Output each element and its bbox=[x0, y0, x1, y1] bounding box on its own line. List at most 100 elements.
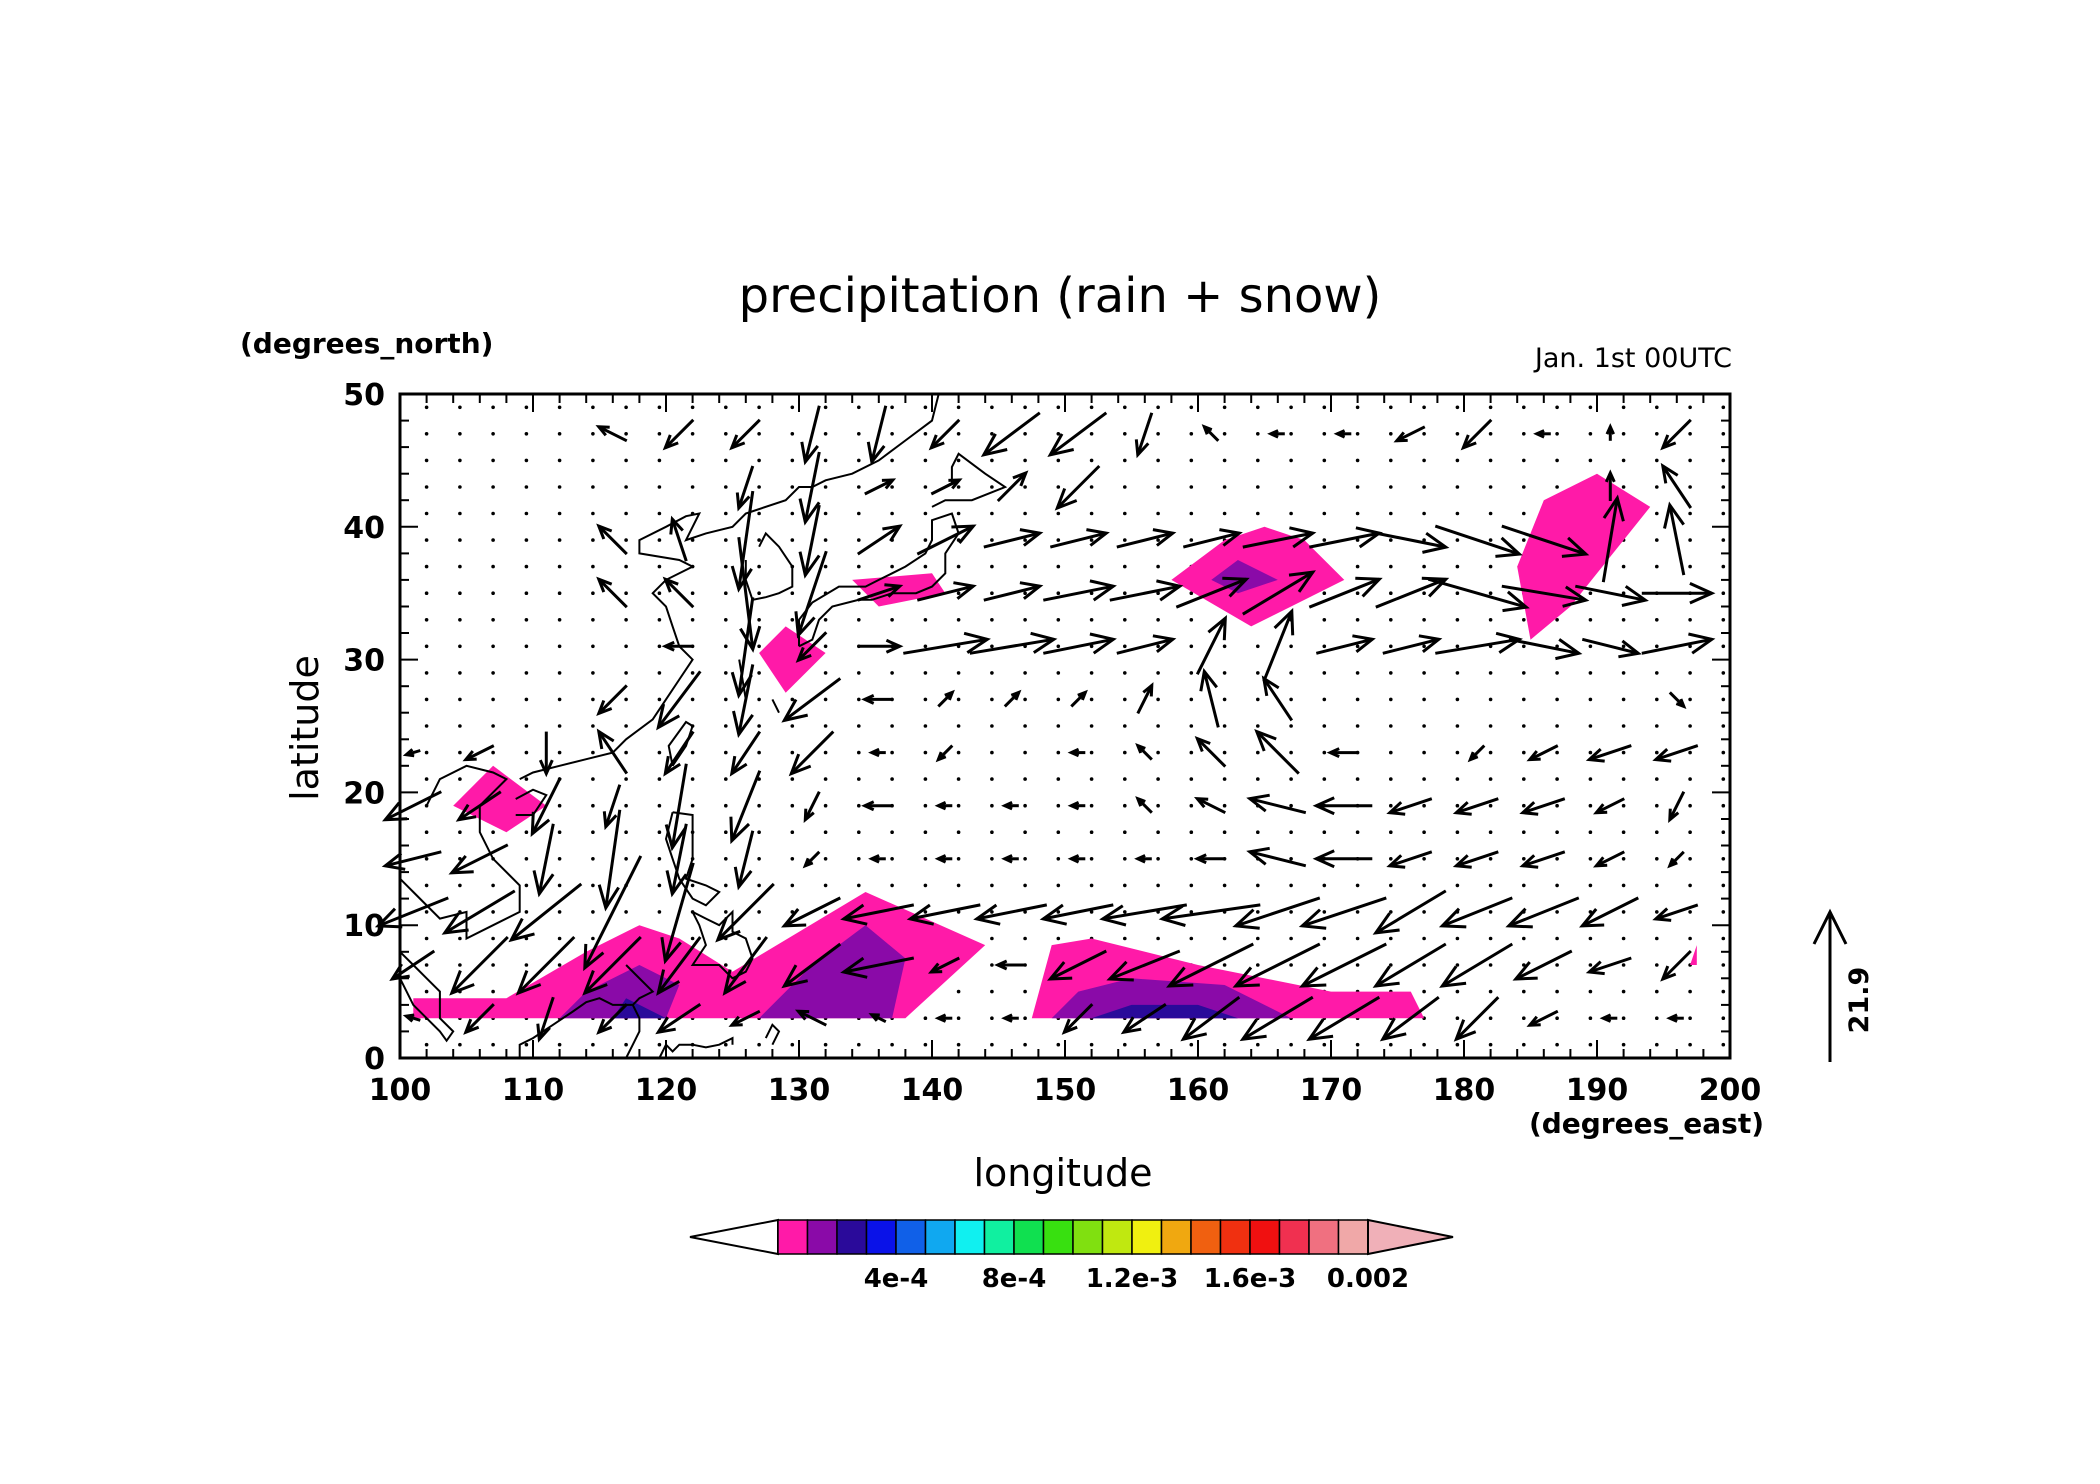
wind-arrow-head bbox=[1039, 903, 1068, 926]
grid-dot bbox=[591, 1042, 595, 1047]
wind-arrow bbox=[1372, 942, 1447, 988]
wind-arrow-shaft bbox=[737, 490, 755, 590]
grid-dot bbox=[1089, 591, 1094, 595]
wind-arrow-shaft bbox=[1441, 942, 1514, 988]
grid-dot bbox=[1156, 750, 1160, 755]
wind-arrow bbox=[602, 784, 622, 831]
grid-dot bbox=[1488, 910, 1493, 914]
wind-arrow-shaft bbox=[1255, 730, 1300, 775]
grid-dot bbox=[1023, 1042, 1027, 1047]
grid-dot bbox=[1189, 458, 1194, 463]
grid-dot bbox=[1688, 458, 1692, 463]
wind-arrow-shaft bbox=[1043, 637, 1114, 655]
wind-arrow bbox=[596, 576, 628, 609]
grid-dot bbox=[1389, 538, 1393, 542]
grid-dot bbox=[1123, 511, 1127, 516]
wind-arrow-head bbox=[861, 694, 875, 705]
wind-arrow-shaft bbox=[1382, 637, 1440, 655]
grid-dot bbox=[1422, 936, 1426, 941]
grid-dot bbox=[857, 750, 861, 755]
grid-dot bbox=[1056, 750, 1061, 755]
grid-dot bbox=[1422, 750, 1426, 755]
grid-dot bbox=[1222, 750, 1227, 755]
wind-arrow-head bbox=[1180, 1017, 1208, 1042]
wind-arrow-shaft bbox=[583, 855, 643, 969]
grid-dot bbox=[1588, 432, 1593, 436]
grid-dot bbox=[1322, 458, 1327, 463]
grid-dot bbox=[690, 485, 695, 489]
grid-dot bbox=[690, 697, 695, 702]
grid-dot bbox=[956, 511, 961, 516]
wind-arrow-shaft bbox=[1668, 504, 1686, 576]
grid-dot bbox=[1555, 750, 1559, 755]
grid-dot bbox=[657, 405, 662, 410]
grid-dot bbox=[1621, 750, 1626, 755]
grid-dot bbox=[524, 963, 529, 967]
grid-dot bbox=[1721, 910, 1726, 914]
grid-dot bbox=[1023, 591, 1027, 595]
wind-arrow-head bbox=[781, 964, 809, 989]
wind-arrow-shaft bbox=[604, 784, 622, 828]
grid-dot bbox=[1123, 1042, 1127, 1047]
wind-arrow bbox=[1106, 949, 1181, 982]
grid-dot bbox=[724, 803, 728, 808]
grid-dot bbox=[1156, 857, 1160, 861]
wind-arrow-head bbox=[1333, 429, 1346, 439]
wind-arrow-shaft bbox=[664, 418, 695, 449]
grid-dot bbox=[1655, 910, 1659, 914]
wind-arrow bbox=[1109, 579, 1184, 602]
wind-arrow-shaft bbox=[857, 584, 901, 602]
wind-arrow bbox=[1372, 889, 1447, 935]
wind-arrow-head bbox=[881, 478, 897, 490]
grid-dot bbox=[1023, 883, 1027, 888]
grid-dot bbox=[1455, 777, 1460, 781]
grid-dot bbox=[557, 803, 562, 808]
colorbar-swatch bbox=[1337, 1219, 1369, 1255]
x-tick-label: 200 bbox=[1699, 1073, 1762, 1108]
grid-dot bbox=[591, 883, 595, 888]
grid-dot bbox=[524, 644, 529, 649]
grid-dot bbox=[657, 697, 662, 702]
grid-dot bbox=[923, 883, 928, 888]
wind-arrow-shaft bbox=[664, 730, 695, 775]
wind-arrow bbox=[994, 959, 1026, 971]
grid-dot bbox=[1023, 671, 1027, 675]
grid-dot bbox=[823, 511, 828, 516]
grid-dot bbox=[1355, 405, 1360, 410]
grid-dot bbox=[956, 432, 961, 436]
grid-dot bbox=[458, 564, 462, 569]
wind-arrow-shaft bbox=[916, 524, 974, 556]
grid-dot bbox=[1355, 1042, 1360, 1047]
grid-dot bbox=[1322, 618, 1327, 622]
wind-arrow-shaft bbox=[1434, 524, 1520, 556]
grid-dot bbox=[1289, 432, 1293, 436]
grid-dot bbox=[990, 883, 994, 888]
grid-dot bbox=[724, 724, 728, 728]
wind-arrow-shaft bbox=[1661, 418, 1692, 449]
grid-dot bbox=[1721, 777, 1726, 781]
grid-dot bbox=[956, 724, 961, 728]
grid-dot bbox=[790, 883, 795, 888]
grid-dot bbox=[1322, 671, 1327, 675]
wind-arrow bbox=[1604, 469, 1616, 501]
grid-dot bbox=[956, 458, 961, 463]
grid-dot bbox=[1056, 618, 1061, 622]
wind-arrow bbox=[868, 854, 886, 864]
wind-arrow-head bbox=[596, 699, 613, 716]
wind-arrow-head bbox=[1605, 423, 1615, 435]
x-tick-label: 100 bbox=[369, 1073, 432, 1108]
grid-dot bbox=[956, 857, 961, 861]
grid-dot bbox=[1156, 564, 1160, 569]
grid-dot bbox=[1688, 618, 1692, 622]
wind-arrow-shaft bbox=[1588, 956, 1632, 974]
grid-dot bbox=[1588, 591, 1593, 595]
wind-arrow-shaft bbox=[1049, 411, 1108, 456]
grid-dot bbox=[1389, 564, 1393, 569]
wind-arrow-shaft bbox=[517, 935, 576, 995]
wind-arrow-shaft bbox=[1315, 637, 1373, 655]
wind-arrow-head bbox=[882, 524, 903, 542]
wind-arrow bbox=[1199, 667, 1220, 728]
grid-dot bbox=[1123, 538, 1127, 542]
grid-dot bbox=[757, 458, 761, 463]
